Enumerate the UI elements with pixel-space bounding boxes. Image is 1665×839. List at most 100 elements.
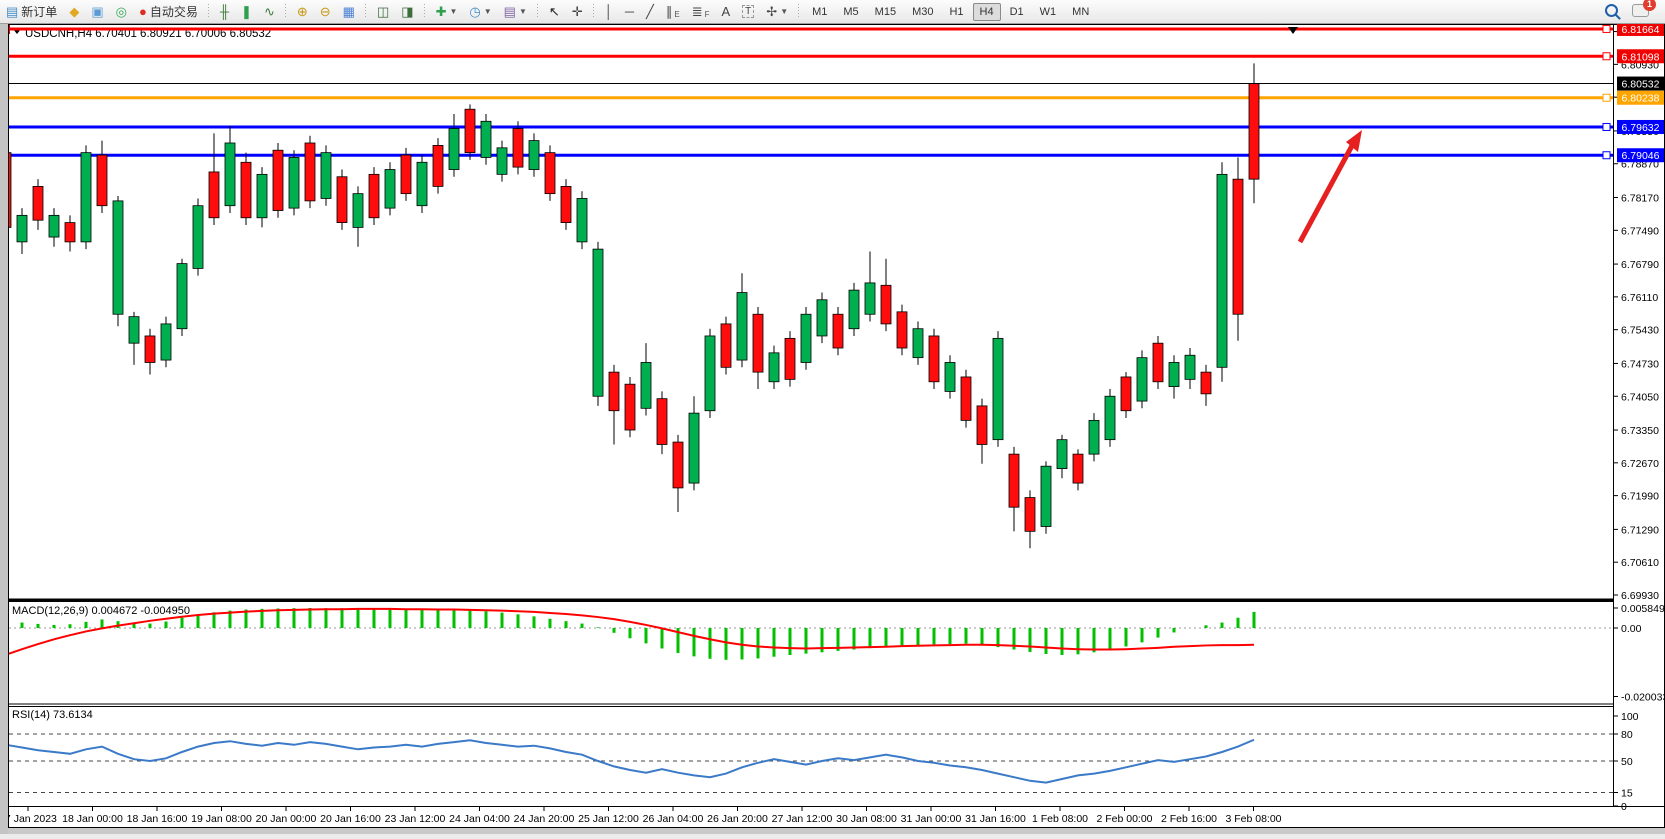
candle-body xyxy=(192,205,204,269)
periods-button[interactable]: ◷ ▼ xyxy=(464,3,496,21)
price-axis-label: 6.78170 xyxy=(1621,193,1659,205)
new-order-button-label: 新订单 xyxy=(21,5,58,19)
support-line-1[interactable] xyxy=(9,122,1613,131)
line-chart-button[interactable]: ∿ xyxy=(259,3,280,21)
time-axis-label: 24 Jan 04:00 xyxy=(449,813,510,825)
chat-button[interactable]: 1 xyxy=(1632,0,1656,20)
text-button[interactable]: A xyxy=(717,3,736,21)
candle-body xyxy=(576,198,588,243)
candle-body xyxy=(1200,371,1212,395)
resistance-line-2-handle[interactable] xyxy=(1602,52,1611,61)
candle-body xyxy=(256,173,268,219)
indicators-button[interactable]: ✚ ▼ xyxy=(431,3,463,21)
macd-label: MACD(12,26,9) 0.004672 -0.004950 xyxy=(12,605,190,617)
time-axis-label: 2 Feb 00:00 xyxy=(1096,813,1152,825)
orange-level-line[interactable] xyxy=(9,93,1613,102)
chevron-down-icon: ▼ xyxy=(449,7,458,16)
price-badge: 6.81664 xyxy=(1617,21,1664,36)
resistance-line-1[interactable] xyxy=(9,24,1613,33)
candle-body xyxy=(496,147,508,175)
search-button[interactable] xyxy=(1605,3,1618,20)
candle-body xyxy=(64,222,76,243)
data-window-button[interactable]: ▣ xyxy=(86,3,108,21)
resistance-line-1-handle[interactable] xyxy=(1602,24,1611,33)
support-line-1-handle[interactable] xyxy=(1602,122,1611,131)
candle-body xyxy=(1248,83,1260,180)
window-left-edge xyxy=(0,24,8,834)
candle-body xyxy=(16,214,28,243)
horizontal-line-button[interactable]: ─ xyxy=(620,3,639,21)
auto-trading-button[interactable]: ● 自动交易 xyxy=(134,1,203,22)
resistance-line-2[interactable] xyxy=(9,52,1613,61)
candle-body xyxy=(832,313,844,349)
support-line-2-handle[interactable] xyxy=(1602,151,1611,160)
svg-text:6.81098: 6.81098 xyxy=(1622,51,1660,63)
cursor-button[interactable]: ↖ xyxy=(544,3,565,21)
chart-shift-button[interactable]: ◨ xyxy=(396,3,418,21)
candle-body xyxy=(144,335,156,363)
price-axis[interactable]: 6.816106.809306.802506.795506.788706.781… xyxy=(1613,21,1664,806)
tile-windows-button[interactable]: ▦ xyxy=(338,3,360,21)
rsi-axis-label: 80 xyxy=(1621,729,1633,741)
candle-body xyxy=(704,335,716,412)
pane-separator[interactable] xyxy=(9,598,1613,603)
fibonacci-button[interactable]: ≣ F xyxy=(687,3,715,21)
zoom-out-button[interactable]: ⊖ xyxy=(315,3,336,21)
candle-body xyxy=(592,248,604,397)
auto-arrange-button[interactable]: ◫ xyxy=(372,3,394,21)
vertical-line-button[interactable]: │ xyxy=(600,3,618,21)
timeframe-h4-button[interactable]: H4 xyxy=(972,2,1001,21)
templates-button[interactable]: ▤ ▼ xyxy=(499,3,532,21)
candle-body xyxy=(96,154,108,207)
candle-body xyxy=(1040,465,1052,527)
crosshair-icon: ✛ xyxy=(571,3,583,19)
candle-body xyxy=(848,289,860,330)
candle-body xyxy=(560,186,572,223)
candle-body xyxy=(1136,357,1148,402)
timeframe-m15-button[interactable]: M15 xyxy=(874,5,897,18)
templates-icon: ▤ xyxy=(503,3,516,19)
bar-chart-button[interactable]: ╫ xyxy=(215,3,234,21)
candle-body xyxy=(272,149,284,211)
candle-body xyxy=(352,193,364,228)
candle-body xyxy=(944,362,956,392)
shapes-button[interactable]: ✢ ▼ xyxy=(761,3,793,21)
trendline-button[interactable]: ╱ xyxy=(641,3,659,21)
time-axis-label: 3 Feb 08:00 xyxy=(1225,813,1281,825)
market-watch-button[interactable]: ◆ xyxy=(64,3,84,21)
trend-arrow-annotation[interactable] xyxy=(1297,130,1362,244)
time-axis-label: 27 Jan 12:00 xyxy=(772,813,833,825)
time-axis-label: 19 Jan 08:00 xyxy=(191,813,252,825)
timeframe-m30-button[interactable]: M30 xyxy=(912,5,934,18)
timeframe-m5-button[interactable]: M5 xyxy=(843,5,859,18)
svg-text:6.81664: 6.81664 xyxy=(1622,24,1660,36)
crosshair-button[interactable]: ✛ xyxy=(567,3,588,21)
price-axis-label: 6.71990 xyxy=(1621,491,1659,503)
tile-windows-icon: ▦ xyxy=(342,3,355,19)
zoom-in-button[interactable]: ⊕ xyxy=(292,3,313,21)
navigator-button[interactable]: ◎ xyxy=(111,3,132,21)
candle-body xyxy=(880,284,892,325)
candlestick-chart-button[interactable]: ❚ xyxy=(236,3,257,21)
price-badge: 6.80532 xyxy=(1617,76,1664,91)
timeframe-d1-button[interactable]: D1 xyxy=(1009,5,1024,18)
timeframe-w1-button[interactable]: W1 xyxy=(1039,5,1057,18)
candle-body xyxy=(688,412,700,484)
price-axis-label: 6.76790 xyxy=(1621,259,1659,271)
orange-level-line-handle[interactable] xyxy=(1602,93,1611,102)
candle-body xyxy=(208,171,220,219)
timeframe-h1-button[interactable]: H1 xyxy=(949,5,964,18)
text-label-button[interactable]: T xyxy=(737,3,759,20)
price-axis-label: 6.77490 xyxy=(1621,225,1659,237)
toolbar-right-group: 1 xyxy=(1605,0,1665,20)
candle-body xyxy=(112,200,124,315)
timeframe-m1-button[interactable]: M1 xyxy=(812,5,828,18)
timeframe-mn-button[interactable]: MN xyxy=(1072,5,1090,18)
vertical-line-icon: │ xyxy=(604,3,613,19)
candlestick-chart-icon: ❚ xyxy=(241,3,252,19)
time-axis-label: 18 Jan 00:00 xyxy=(62,813,123,825)
time-axis[interactable]: 17 Jan 2023 18 Jan 00:00 18 Jan 16:00 19 Ja… xyxy=(0,806,1664,825)
channel-button[interactable]: ∥ E xyxy=(661,3,685,21)
new-order-button[interactable]: ▤ 新订单 xyxy=(1,1,62,22)
sub-label: F xyxy=(704,9,710,19)
